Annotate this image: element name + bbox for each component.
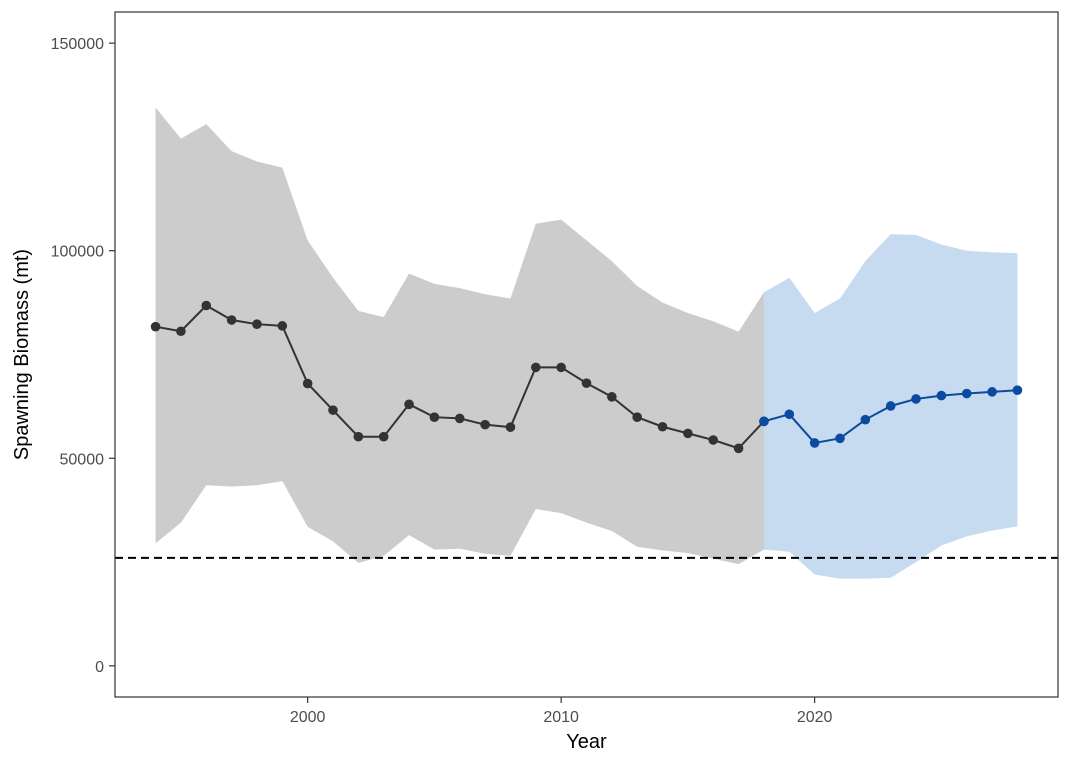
historical-point bbox=[531, 362, 541, 373]
historical-point bbox=[505, 422, 516, 432]
projection-point bbox=[759, 416, 769, 427]
historical-point bbox=[201, 300, 212, 311]
historical-point bbox=[657, 421, 668, 432]
axes: 2000 2010 2020 0 50000 100000 150000 bbox=[51, 36, 833, 726]
historical-point bbox=[607, 392, 617, 402]
y-tick-label: 0 bbox=[95, 659, 104, 676]
y-tick-label: 100000 bbox=[51, 244, 104, 261]
historical-point bbox=[277, 321, 288, 331]
series-points bbox=[150, 300, 1023, 454]
historical-point bbox=[581, 378, 592, 388]
y-tick-label: 50000 bbox=[60, 451, 105, 468]
projection-point bbox=[809, 438, 820, 448]
historical-point bbox=[404, 399, 414, 410]
projection-point bbox=[885, 401, 896, 411]
historical-point bbox=[733, 443, 744, 454]
projection-point bbox=[1012, 385, 1023, 396]
historical-point bbox=[176, 326, 186, 337]
historical-point bbox=[429, 412, 440, 422]
historical-point bbox=[708, 435, 719, 445]
historical-point bbox=[480, 419, 490, 430]
historical-point bbox=[378, 431, 389, 442]
projection-point bbox=[961, 388, 972, 399]
y-tick-label: 150000 bbox=[51, 36, 104, 53]
x-tick-label: 2000 bbox=[290, 709, 326, 726]
historical-point bbox=[556, 362, 566, 373]
historical-point bbox=[454, 413, 465, 424]
y-axis-title: Spawning Biomass (mt) bbox=[11, 249, 33, 460]
historical-confidence-band bbox=[155, 107, 764, 565]
plot-panel-border bbox=[114, 11, 1059, 698]
x-axis-title: Year bbox=[566, 731, 607, 753]
projection-point bbox=[835, 433, 845, 444]
historical-point bbox=[150, 321, 161, 332]
x-tick-label: 2010 bbox=[543, 709, 579, 726]
projection-point bbox=[784, 409, 795, 420]
historical-point bbox=[252, 319, 262, 329]
confidence-bands bbox=[155, 107, 1018, 579]
historical-point bbox=[683, 428, 693, 439]
historical-point bbox=[632, 412, 642, 422]
projection-point bbox=[860, 414, 871, 425]
historical-point bbox=[328, 405, 338, 415]
projection-point bbox=[936, 390, 947, 401]
historical-point bbox=[302, 378, 313, 389]
projection-point bbox=[911, 394, 921, 404]
historical-point bbox=[226, 315, 237, 325]
x-tick-label: 2020 bbox=[797, 709, 833, 726]
historical-point bbox=[353, 431, 364, 442]
projection-point bbox=[987, 387, 997, 397]
